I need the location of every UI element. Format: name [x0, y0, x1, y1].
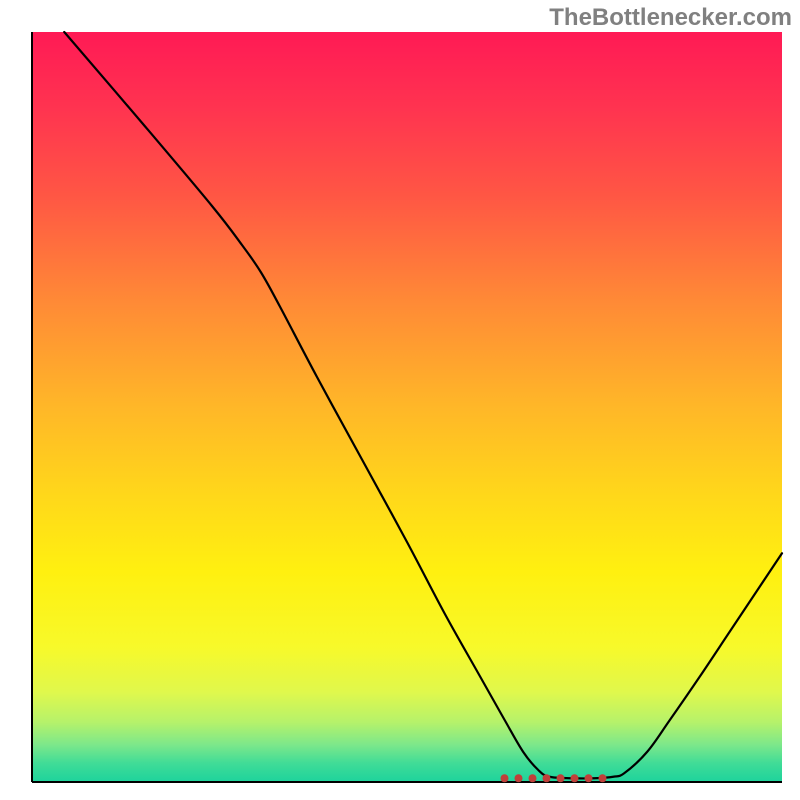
plot-background: [32, 32, 782, 782]
chart-container: TheBottlenecker.com: [0, 0, 800, 800]
optimal-range-dot: [501, 774, 509, 782]
optimal-range-dot: [571, 774, 579, 782]
bottleneck-chart: [0, 0, 800, 800]
optimal-range-dot: [543, 774, 551, 782]
optimal-range-dot: [529, 774, 537, 782]
optimal-range-dot: [585, 774, 593, 782]
watermark-label: TheBottlenecker.com: [549, 4, 792, 32]
optimal-range-dot: [599, 774, 607, 782]
optimal-range-dot: [557, 774, 565, 782]
optimal-range-dot: [515, 774, 523, 782]
